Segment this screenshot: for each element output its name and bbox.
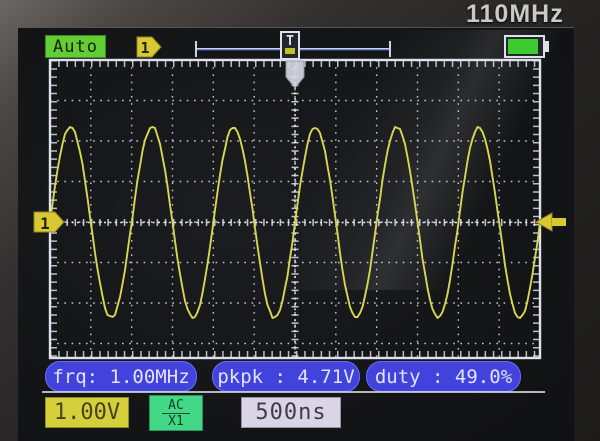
trigger-level-arrow-icon[interactable] bbox=[534, 212, 566, 232]
bezel-bandwidth-label: 110MHz bbox=[466, 0, 564, 28]
trigger-position-slider[interactable]: T bbox=[195, 31, 391, 60]
trigger-position-marker-icon[interactable] bbox=[285, 60, 305, 89]
channel1-status-marker-icon: 1 bbox=[136, 36, 162, 58]
volts-per-div-badge[interactable]: 1.00V bbox=[45, 397, 129, 428]
svg-text:1: 1 bbox=[140, 39, 149, 57]
battery-icon bbox=[504, 35, 549, 58]
pkpk-readout: pkpk : 4.71V bbox=[212, 361, 360, 392]
coupling-badge[interactable]: AC X1 bbox=[149, 395, 203, 431]
trigger-position-handle[interactable]: T bbox=[280, 31, 300, 60]
trigger-handle-label: T bbox=[286, 34, 294, 49]
channel1-waveform-trace bbox=[49, 126, 541, 319]
bottom-separator-line bbox=[42, 391, 545, 393]
coupling-mode-label: AC bbox=[162, 398, 190, 414]
channel1-level-marker[interactable]: 1 bbox=[33, 211, 65, 233]
svg-text:1: 1 bbox=[40, 214, 50, 233]
timebase-badge[interactable]: 500ns bbox=[241, 397, 341, 428]
frequency-readout: frq: 1.00MHz bbox=[45, 361, 197, 392]
duty-readout: duty : 49.0% bbox=[366, 361, 521, 392]
probe-attenuation-label: X1 bbox=[168, 413, 184, 429]
trigger-mode-badge[interactable]: Auto bbox=[45, 35, 106, 58]
